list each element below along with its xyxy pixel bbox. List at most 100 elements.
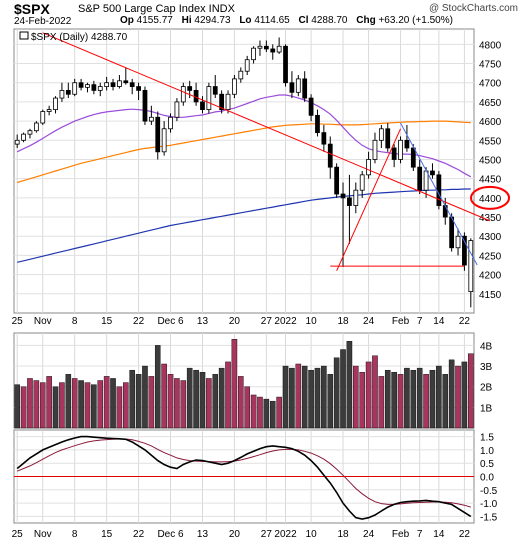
volume-bar — [282, 365, 289, 429]
candle-body — [391, 147, 397, 160]
candle-body — [238, 70, 244, 80]
candle-body — [161, 128, 167, 153]
candle-body — [85, 84, 90, 88]
x-tick-label: 24 — [363, 316, 375, 327]
price-y-tick: 4700 — [479, 79, 502, 90]
downtrend-line-red — [42, 32, 491, 222]
candle-body — [40, 111, 46, 124]
change-label: Chg — [356, 15, 376, 26]
volume-bar — [321, 365, 327, 429]
candle-body — [72, 82, 78, 95]
price-y-tick: 4250 — [479, 251, 502, 262]
volume-bar — [314, 367, 321, 429]
volume-bar — [359, 372, 365, 429]
volume-bar — [212, 374, 219, 429]
close-label: Cl — [298, 15, 309, 26]
candle-body — [436, 174, 442, 206]
volume-bar — [436, 365, 442, 429]
candle-body — [174, 101, 180, 118]
volume-bar — [244, 386, 250, 429]
candle-body — [257, 45, 263, 49]
candle-body — [123, 80, 129, 84]
legend-candle-icon — [19, 31, 29, 40]
volume-bar — [327, 374, 334, 429]
candle-body — [321, 132, 327, 145]
candle-body — [117, 80, 122, 87]
candle-body — [359, 174, 365, 191]
macd-y-tick: 1.5 — [480, 433, 494, 444]
volume-bar — [14, 384, 20, 429]
volume-bar — [180, 380, 187, 429]
candle-body — [430, 170, 435, 176]
candle-body — [442, 205, 448, 218]
candle-body — [468, 240, 474, 292]
ma-long-line — [17, 188, 471, 263]
candle-body — [53, 97, 58, 110]
change-value: +63.20 (+1.50%) — [378, 15, 453, 26]
macd-y-tick: 1.0 — [480, 446, 494, 457]
volume-bar — [161, 363, 167, 429]
x-tick-label-bottom: 2022 — [274, 529, 297, 540]
candle-body — [21, 133, 26, 141]
price-y-tick: 4350 — [479, 213, 502, 224]
x-tick-label: 22 — [459, 316, 471, 327]
candle-body — [59, 90, 65, 99]
x-tick-label-bottom: Dec 6 — [157, 529, 184, 540]
price-y-tick: 4600 — [479, 117, 502, 128]
candle-body — [417, 166, 423, 191]
watermark: @ StockCharts.com — [428, 3, 518, 14]
volume-bar — [416, 367, 423, 429]
volume-bar — [142, 365, 148, 429]
candle-body — [455, 235, 461, 249]
price-y-tick: 4150 — [479, 290, 502, 301]
candle-body — [193, 90, 199, 103]
volume-bar — [110, 378, 116, 429]
volume-bar — [129, 369, 135, 429]
x-tick-label-bottom: 25 — [12, 529, 24, 540]
candle-body — [27, 130, 33, 135]
x-tick-label: 14 — [433, 316, 445, 327]
index-name: S&P 500 Large Cap Index INDX — [78, 3, 235, 15]
candle-body — [97, 86, 103, 91]
volume-bar — [372, 355, 378, 429]
candle-body — [65, 90, 71, 95]
volume-bar — [391, 372, 397, 429]
volume-bar — [397, 374, 404, 429]
volume-bar — [154, 345, 161, 429]
x-tick-label: 13 — [197, 316, 209, 327]
candle-body — [263, 45, 269, 50]
volume-bar — [423, 374, 429, 429]
macd-line — [16, 435, 472, 520]
x-tick-label: 22 — [133, 316, 145, 327]
volume-bar — [135, 374, 142, 429]
volume-bar — [97, 380, 104, 429]
x-tick-label: 8 — [72, 316, 78, 327]
x-tick-label-bottom: 27 — [261, 529, 273, 540]
candle-body — [276, 45, 282, 53]
candle-body — [372, 139, 378, 160]
volume-bar — [238, 376, 244, 429]
candle-body — [168, 116, 173, 130]
x-tick-label-bottom: 20 — [229, 529, 241, 540]
volume-bar — [174, 378, 180, 429]
x-tick-label-bottom: 8 — [72, 529, 78, 540]
x-tick-label: Nov — [34, 316, 52, 327]
x-tick-label: 15 — [101, 316, 113, 327]
volume-bar — [384, 369, 391, 429]
price-y-tick: 4500 — [479, 155, 502, 166]
x-tick-label: 18 — [337, 316, 349, 327]
macd-y-tick: -0.5 — [480, 486, 498, 497]
volume-bar — [410, 369, 417, 429]
close-value: 4288.70 — [311, 15, 348, 26]
candle-body — [347, 197, 352, 206]
volume-bar — [289, 367, 295, 429]
price-y-tick: 4300 — [479, 232, 502, 243]
candle-body — [449, 216, 455, 249]
low-value: 4114.65 — [254, 15, 290, 26]
volume-bar — [365, 361, 372, 429]
candle-body — [129, 82, 135, 87]
volume-bar — [27, 378, 33, 429]
uptrend-line-red — [336, 128, 401, 271]
x-tick-label: 20 — [229, 316, 241, 327]
x-tick-label: 2022 — [274, 316, 297, 327]
